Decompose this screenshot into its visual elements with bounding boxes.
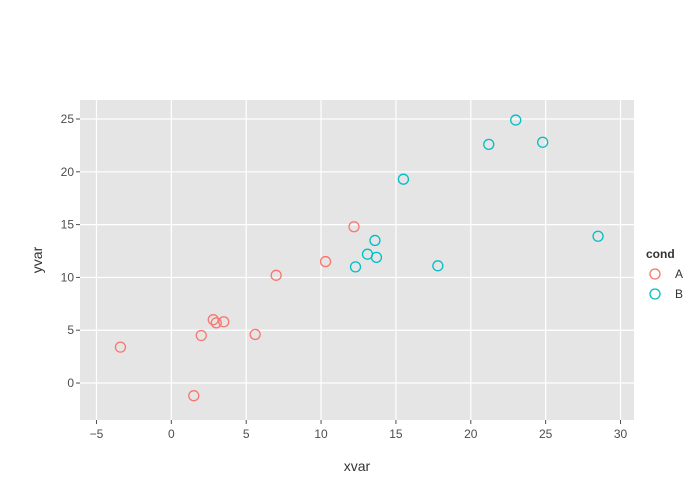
legend-label: A — [675, 267, 683, 281]
data-points — [114, 114, 604, 402]
x-tick-label: 5 — [243, 427, 250, 441]
legend[interactable]: AB — [649, 267, 683, 301]
data-point-a[interactable] — [249, 328, 261, 341]
data-point-a[interactable] — [218, 316, 230, 328]
data-point-a[interactable] — [270, 269, 282, 281]
data-point-a[interactable] — [348, 221, 360, 233]
x-tick-label: −5 — [90, 427, 104, 441]
x-tick-label: 15 — [389, 427, 403, 441]
data-point-a[interactable] — [114, 341, 127, 353]
data-point-a[interactable] — [207, 314, 219, 326]
plot-panel — [80, 100, 634, 420]
y-tick-label: 0 — [67, 376, 74, 390]
data-point-b[interactable] — [369, 234, 381, 247]
data-point-b[interactable] — [537, 136, 549, 148]
data-point-a[interactable] — [319, 255, 332, 268]
axis-ticks: −5 0 5 10 15 20 25 30 0 5 10 15 20 25 — [61, 112, 628, 441]
data-point-a[interactable] — [195, 329, 207, 342]
data-point-b[interactable] — [592, 230, 604, 242]
x-tick-label: 30 — [614, 427, 628, 441]
y-tick-label: 20 — [61, 165, 75, 179]
x-tick-label: 0 — [168, 427, 175, 441]
data-point-b[interactable] — [349, 261, 362, 273]
legend-item-b[interactable]: B — [649, 287, 683, 301]
data-point-b[interactable] — [397, 173, 410, 185]
y-tick-label: 15 — [61, 218, 75, 232]
legend-title: cond — [646, 247, 675, 261]
data-point-b[interactable] — [432, 260, 444, 272]
data-point-b[interactable] — [483, 138, 495, 151]
data-point-a[interactable] — [188, 390, 200, 402]
gridlines — [80, 100, 634, 420]
x-tick-label: 10 — [314, 427, 328, 441]
y-tick-label: 25 — [61, 112, 75, 126]
legend-item-a[interactable]: A — [649, 267, 683, 281]
y-tick-label: 5 — [67, 323, 74, 337]
y-tick-label: 10 — [61, 270, 75, 284]
data-point-b[interactable] — [370, 251, 383, 264]
data-point-a[interactable] — [210, 317, 222, 329]
y-axis-title: yvar — [29, 246, 45, 273]
legend-label: B — [675, 287, 683, 301]
x-tick-label: 20 — [464, 427, 478, 441]
x-tick-label: 25 — [539, 427, 553, 441]
data-point-b[interactable] — [510, 114, 522, 126]
legend-marker — [649, 288, 661, 300]
legend-marker — [649, 268, 661, 280]
x-axis-title: xvar — [344, 458, 371, 474]
